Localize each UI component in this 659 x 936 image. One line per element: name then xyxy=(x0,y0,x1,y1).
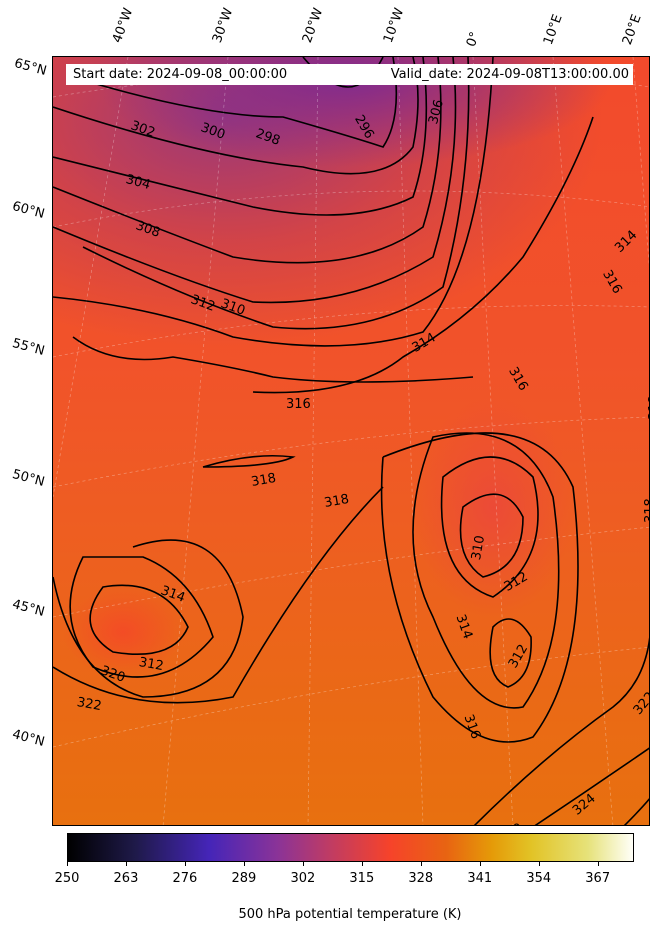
contour-label: 296 xyxy=(351,113,376,142)
colorbar-tick-label: 276 xyxy=(172,871,198,886)
contour-label: 316 xyxy=(286,397,311,412)
colorbar-tick xyxy=(67,862,68,866)
contour-label: 316 xyxy=(460,713,483,741)
lat-label: 55°N xyxy=(10,336,47,359)
contour-label: 312 xyxy=(502,569,531,594)
contour-label: 310 xyxy=(219,296,247,319)
colorbar-tick-label: 367 xyxy=(585,871,611,886)
contour-label: 318 xyxy=(643,498,650,523)
contour-label: 320 xyxy=(496,821,524,826)
colorbar-tick xyxy=(302,862,304,866)
colorbar-tick xyxy=(538,862,540,866)
contour-label: 324 xyxy=(570,791,599,818)
contour-label: 310 xyxy=(469,534,488,561)
colorbar-tick xyxy=(597,862,599,866)
lon-label: 30°W xyxy=(209,6,237,45)
colorbar-tick-label: 250 xyxy=(54,871,80,886)
lon-label: 40°W xyxy=(109,6,137,45)
colorbar-title: 500 hPa potential temperature (K) xyxy=(238,907,462,922)
contour-label: 322 xyxy=(631,689,650,718)
lon-label: 0° xyxy=(463,29,484,49)
map-plot: 2963023002982963063043083123103143163183… xyxy=(52,56,650,826)
isentropes xyxy=(53,57,649,825)
colorbar-tick-label: 315 xyxy=(349,871,375,886)
colorbar-tick-label: 263 xyxy=(113,871,139,886)
colorbar-tick-label: 341 xyxy=(467,871,493,886)
contour-label: 316 xyxy=(599,268,624,297)
colorbar xyxy=(67,833,634,862)
graticule xyxy=(53,57,649,825)
lon-label: 10°E xyxy=(540,12,566,48)
contour-label: 314 xyxy=(159,583,187,606)
colorbar-tick-label: 302 xyxy=(290,871,316,886)
valid-date-label: Valid_date: 2024-09-08T13:00:00.00 xyxy=(390,67,629,82)
contour-label: 314 xyxy=(612,228,640,256)
contour-label: 314 xyxy=(452,613,475,641)
colorbar-tick-label: 354 xyxy=(526,871,552,886)
contour-label: 312 xyxy=(189,292,217,315)
contour-label: 318 xyxy=(250,471,277,490)
contour-label: 318 xyxy=(647,395,650,420)
contour-label: 302 xyxy=(129,118,157,141)
colorbar-tick-label: 328 xyxy=(408,871,434,886)
lat-label: 50°N xyxy=(10,467,47,490)
contour-label: 304 xyxy=(124,172,152,193)
colorbar-tick-label: 289 xyxy=(231,871,257,886)
start-date-label: Start date: 2024-09-08_00:00:00 xyxy=(73,67,288,82)
colorbar-tick xyxy=(184,862,186,866)
colorbar-tick xyxy=(125,862,127,866)
lat-label: 40°N xyxy=(10,727,47,750)
contour-label: 298 xyxy=(254,126,282,149)
contour-label: 316 xyxy=(505,365,530,394)
lon-label: 20°W xyxy=(299,6,327,45)
contour-label: 300 xyxy=(199,120,227,143)
lat-label: 65°N xyxy=(12,56,49,79)
lat-label: 60°N xyxy=(10,199,47,222)
contour-label: 312 xyxy=(138,655,165,674)
contour-label: 318 xyxy=(323,492,350,511)
contour-label: 322 xyxy=(76,695,103,714)
colorbar-tick xyxy=(361,862,363,866)
contour-layer: 2963023002982963063043083123103143163183… xyxy=(53,57,650,826)
contour-label: 320 xyxy=(99,663,127,686)
date-info-box: Start date: 2024-09-08_00:00:00 Valid_da… xyxy=(66,64,633,85)
lon-label: 20°E xyxy=(619,12,645,48)
contour-label: 308 xyxy=(134,218,162,241)
colorbar-tick xyxy=(420,862,422,866)
contour-label: 306 xyxy=(426,98,447,126)
lon-label: 10°W xyxy=(380,6,408,45)
lat-label: 45°N xyxy=(10,597,47,620)
colorbar-tick xyxy=(243,862,245,866)
colorbar-tick xyxy=(479,862,481,866)
